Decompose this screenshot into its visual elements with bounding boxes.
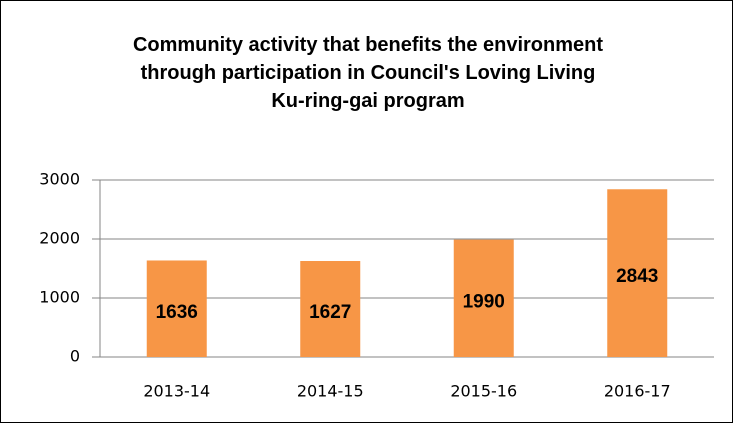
data-label: 1636: [156, 302, 198, 323]
x-tick-label: 2013-14: [143, 382, 210, 401]
x-tick-label: 2015-16: [450, 382, 517, 401]
bar: [453, 239, 514, 357]
y-tick-label: 0: [70, 347, 80, 366]
y-tick-label: 3000: [39, 170, 80, 189]
data-label: 1627: [309, 302, 351, 323]
bar: [300, 261, 361, 357]
data-label: 2843: [616, 266, 658, 287]
bar: [607, 189, 668, 357]
x-tick-label: 2014-15: [297, 382, 364, 401]
chart-title: Community activity that benefits the env…: [132, 34, 604, 112]
data-label: 1990: [463, 291, 505, 312]
y-tick-label: 2000: [39, 229, 80, 248]
y-tick-label: 1000: [39, 288, 80, 307]
bar: [146, 260, 207, 357]
x-tick-label: 2016-17: [604, 382, 671, 401]
